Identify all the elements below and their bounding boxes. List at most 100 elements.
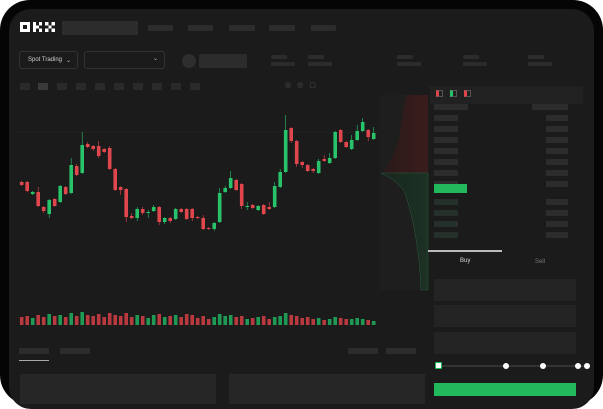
volume-bar [69,313,73,325]
volume-bar [250,318,255,325]
slider-handle[interactable] [435,362,442,369]
nav-item[interactable] [311,25,336,31]
search-bar[interactable] [62,21,138,35]
candle-body [102,149,106,152]
candle-body [47,200,51,214]
candle-body [151,207,156,211]
nav-item[interactable] [229,25,255,31]
buy-button[interactable] [434,383,576,396]
orderbook-price[interactable] [434,126,458,132]
volume-bar [338,318,343,325]
tab-history[interactable] [60,348,90,354]
slider-step-100[interactable] [584,363,590,369]
candle-body [91,146,95,149]
chevron-down-icon: ⌄ [152,56,158,62]
volume-bar [36,315,40,325]
orderbook-price[interactable] [434,170,458,176]
candle-body [283,130,288,172]
candle-body [344,142,348,147]
volume-bar [261,316,266,325]
candle-body [206,228,211,229]
candlestick-chart[interactable] [9,9,429,339]
timeframe-button[interactable] [171,83,181,90]
volume-bar [228,315,233,325]
candle-body [69,165,73,193]
timeframe-button[interactable] [20,83,30,90]
tab-buy[interactable]: Buy [460,258,471,264]
volume-bar [96,314,101,325]
slider-step-50[interactable] [540,363,546,369]
timeframe-button[interactable] [133,83,143,90]
orderbook-price[interactable] [434,210,458,216]
orderbook-amount [546,159,568,165]
timeframe-button[interactable] [190,83,200,90]
volume-bar [366,320,370,325]
candle-body [30,192,35,194]
timeframe-button[interactable] [76,83,86,90]
tab-open-orders[interactable] [19,348,49,354]
candle-body [245,206,249,207]
timeframe-button[interactable] [152,83,162,90]
volume-bar [91,316,95,325]
chart-tool-icons[interactable]: ◎◎▢ [285,82,322,89]
active-tab-indicator [19,360,49,361]
amount-input[interactable] [434,305,576,327]
slider-step-25[interactable] [503,363,509,369]
nav-item[interactable] [148,25,173,31]
volume-bar [278,316,282,325]
volume-bar [80,312,84,325]
pair-dropdown[interactable]: ⌄ [84,51,165,69]
volume-bar [162,317,167,325]
timeframe-button[interactable] [57,83,67,90]
slider-step-75[interactable] [575,363,581,369]
orderbook-price[interactable] [434,148,458,154]
timeframe-button[interactable] [38,83,48,90]
orderbook-price[interactable] [434,159,458,165]
stat-label [463,55,479,59]
orderbook-bids-view-icon[interactable] [450,90,457,97]
filter-button[interactable] [348,348,378,354]
volume-bar [124,313,128,325]
orderbook-price[interactable] [434,137,458,143]
orderbook-amount [546,170,568,176]
total-input[interactable] [434,332,576,354]
candle-body [96,146,101,156]
timeframe-button[interactable] [95,83,105,90]
amount-slider-track[interactable] [437,365,587,367]
orderbook-price[interactable] [434,221,458,227]
candle-body [25,182,29,191]
orderbook-price[interactable] [434,199,458,205]
orderbook-both-view-icon[interactable] [436,90,443,97]
candle-body [223,188,227,192]
orderbook-price[interactable] [434,104,468,110]
nav-item[interactable] [269,25,295,31]
timeframe-button[interactable] [114,83,124,90]
tab-sell[interactable]: Sell [535,259,546,265]
candle-body [190,209,194,218]
stat-value [528,62,552,66]
stat-value [308,62,332,66]
volume-bar [140,316,145,325]
stat-label [397,55,413,59]
orderbook-asks-view-icon[interactable] [464,90,471,97]
pair-name [199,54,247,68]
stat-value [271,62,295,66]
orderbook-price[interactable] [434,232,458,238]
nav-item[interactable] [188,25,213,31]
volume-bar [41,317,46,325]
price-input[interactable] [434,279,576,301]
spot-trading-dropdown[interactable]: Spot Trading ⌄ [19,51,78,69]
volume-bar [355,318,359,325]
volume-bar [151,315,156,325]
depth-bids-area [380,172,429,291]
orderbook-price[interactable] [434,115,458,121]
orderbook-amount [546,115,568,121]
candle-body [168,218,172,221]
view-all-button[interactable] [386,348,416,354]
candle-body [179,209,183,212]
candle-body [157,207,161,222]
orders-card [20,374,216,404]
okx-logo [20,22,55,32]
volume-bar [234,317,238,325]
volume-bar [349,319,354,325]
